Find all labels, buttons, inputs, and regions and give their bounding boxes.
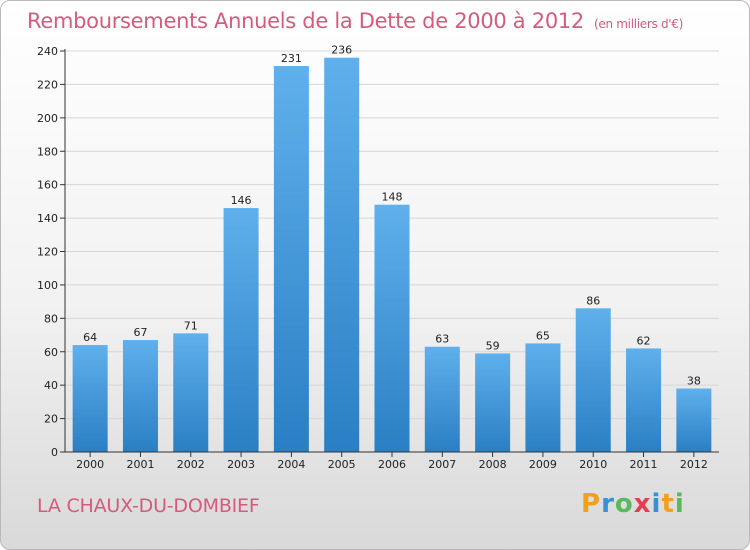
data-label: 62: [637, 334, 651, 347]
chart-title-text: Remboursements Annuels de la Dette de 20…: [27, 9, 584, 33]
logo-letter: o: [614, 489, 634, 519]
y-tick-label: 40: [44, 379, 58, 392]
data-label: 231: [281, 52, 302, 65]
data-label: 65: [536, 329, 550, 342]
chart-unit: (en milliers d'€): [594, 17, 684, 31]
y-tick-label: 0: [51, 446, 58, 459]
data-label: 148: [382, 191, 403, 204]
x-tick-label: 2007: [428, 458, 456, 471]
data-label: 38: [687, 375, 701, 388]
y-tick-label: 60: [44, 346, 58, 359]
y-tick-label: 200: [37, 112, 58, 125]
y-tick-label: 160: [37, 179, 58, 192]
x-tick-label: 2001: [126, 458, 154, 471]
logo-letter: t: [661, 489, 675, 519]
x-tick-label: 2003: [227, 458, 255, 471]
bar: [676, 388, 712, 452]
bar: [475, 353, 511, 452]
x-tick-label: 2006: [378, 458, 406, 471]
data-label: 67: [133, 326, 147, 339]
bar: [424, 346, 460, 452]
x-tick-label: 2009: [529, 458, 557, 471]
y-tick-label: 220: [37, 78, 58, 91]
data-label: 71: [184, 319, 198, 332]
x-tick-label: 2002: [177, 458, 205, 471]
logo-letter: i: [651, 489, 662, 519]
data-label: 146: [231, 194, 252, 207]
logo-letter: P: [581, 489, 602, 519]
x-tick-label: 2011: [630, 458, 658, 471]
data-label: 63: [435, 333, 449, 346]
bar: [575, 308, 611, 452]
commune-name: LA CHAUX-DU-DOMBIEF: [37, 495, 260, 517]
proxiti-logo: Proxiti: [581, 489, 685, 519]
y-tick-label: 100: [37, 279, 58, 292]
y-tick-label: 80: [44, 312, 58, 325]
data-label: 86: [586, 294, 600, 307]
y-tick-label: 20: [44, 413, 58, 426]
bar: [72, 345, 108, 452]
bar: [273, 66, 309, 452]
y-tick-label: 240: [37, 45, 58, 58]
x-tick-label: 2000: [76, 458, 104, 471]
x-tick-label: 2012: [680, 458, 708, 471]
chart-title: Remboursements Annuels de la Dette de 20…: [27, 9, 683, 33]
x-tick-label: 2008: [479, 458, 507, 471]
logo-letter: i: [674, 489, 685, 519]
logo-letter: r: [601, 489, 615, 519]
x-tick-label: 2005: [328, 458, 356, 471]
y-tick-label: 120: [37, 246, 58, 259]
bar: [525, 343, 561, 452]
y-tick-label: 180: [37, 145, 58, 158]
data-label: 64: [83, 331, 97, 344]
bar: [122, 340, 158, 452]
data-label: 236: [331, 44, 352, 57]
bar: [626, 348, 662, 452]
x-tick-label: 2004: [277, 458, 305, 471]
logo-letter: x: [633, 489, 652, 519]
bar: [374, 204, 410, 452]
bar: [324, 57, 360, 452]
bar: [223, 208, 259, 452]
data-label: 59: [486, 339, 500, 352]
y-tick-label: 140: [37, 212, 58, 225]
bar: [173, 333, 209, 452]
x-tick-label: 2010: [579, 458, 607, 471]
